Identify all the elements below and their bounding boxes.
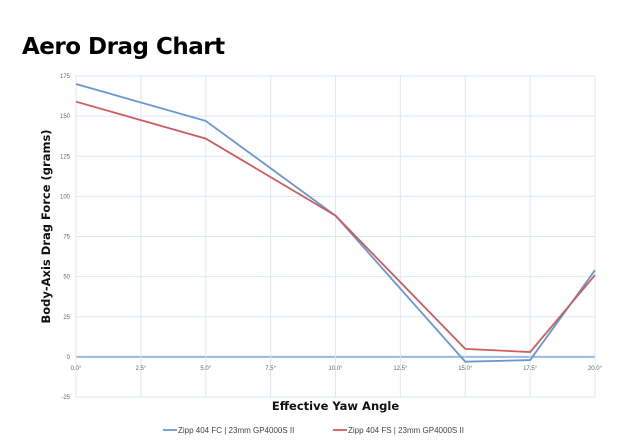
y-tick-label: 25 <box>63 315 70 321</box>
chart-title: Aero Drag Chart <box>22 34 225 60</box>
x-tick-label: 15.0° <box>458 366 473 372</box>
x-tick-label: 10.0° <box>328 366 343 372</box>
y-tick-label: 125 <box>60 154 71 160</box>
y-tick-label: -25 <box>61 395 70 401</box>
y-tick-label: 100 <box>60 194 71 200</box>
x-tick-label: 17.5° <box>523 366 538 372</box>
legend-label: Zipp 404 FS | 23mm GP4000S II <box>348 426 464 435</box>
x-tick-label: 0.0° <box>71 366 82 372</box>
y-tick-label: 75 <box>63 235 70 241</box>
y-tick-label: 175 <box>60 74 71 80</box>
x-tick-label: 2.5° <box>136 366 147 372</box>
series-line-2 <box>75 100 596 353</box>
x-tick-label: 20.0° <box>588 366 603 372</box>
y-axis-title: Body-Axis Drag Force (grams) <box>39 129 53 323</box>
legend-label: Zipp 404 FC | 23mm GP4000S II <box>178 426 294 435</box>
x-tick-label: 5.0° <box>200 366 211 372</box>
x-axis-title: Effective Yaw Angle <box>272 399 399 413</box>
x-tick-label: 7.5° <box>265 366 276 372</box>
y-tick-label: 0 <box>67 355 71 361</box>
y-tick-label: 50 <box>63 275 70 281</box>
x-tick-label: 12.5° <box>393 366 408 372</box>
y-tick-label: 150 <box>60 114 71 120</box>
series-line-1 <box>75 83 596 363</box>
